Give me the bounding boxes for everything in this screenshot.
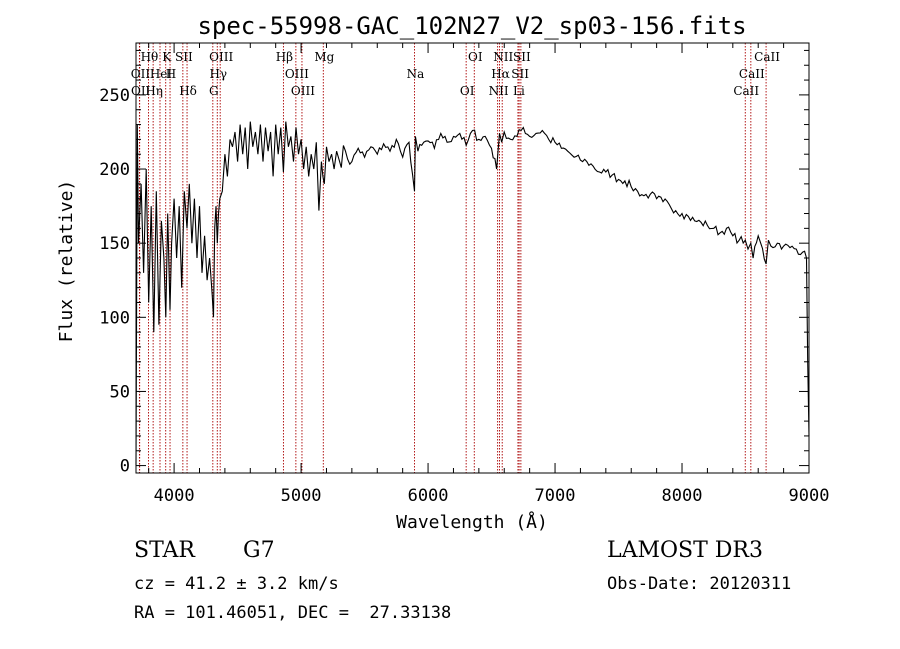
line-marker-label: SII — [511, 67, 529, 81]
redshift-text: cz = 41.2 ± 3.2 km/s — [134, 574, 339, 594]
chart-title: spec-55998-GAC_102N27_V2_sp03-156.fits — [197, 12, 746, 40]
y-tick-label: 150 — [99, 234, 130, 254]
survey-label: LAMOST DR3 — [607, 538, 763, 563]
x-tick-label: 6000 — [408, 486, 449, 506]
line-marker-label: OI — [460, 84, 475, 98]
x-tick-label: 4000 — [154, 486, 195, 506]
line-marker-label: OII — [131, 67, 151, 81]
line-marker-label: G — [209, 84, 219, 98]
line-marker-label: Hα — [491, 67, 510, 81]
object-subclass: G7 — [243, 538, 275, 563]
y-tick-label: 100 — [99, 308, 130, 328]
plot-frame — [135, 42, 810, 474]
line-marker-label: NII — [489, 84, 509, 98]
line-marker-label: Hθ — [141, 50, 159, 64]
line-marker-label: Hδ — [179, 84, 197, 98]
y-axis-label: Flux (relative) — [56, 180, 77, 343]
line-marker-label: OIII — [285, 67, 309, 81]
y-tick-label: 0 — [120, 457, 130, 477]
obs-date-text: Obs-Date: 20120311 — [607, 574, 792, 594]
x-tick-label: 5000 — [281, 486, 322, 506]
y-tick-label: 200 — [99, 160, 130, 180]
line-marker-label: SII — [513, 50, 531, 64]
line-marker-label: CaII — [754, 50, 780, 64]
line-marker-label: HeI — [150, 67, 173, 81]
line-markers — [138, 43, 767, 473]
x-tick-label: 8000 — [662, 486, 703, 506]
line-marker-label: CaII — [733, 84, 759, 98]
line-marker-label: Hβ — [276, 50, 293, 64]
line-marker-label: Li — [513, 84, 525, 98]
line-marker-label: OI — [468, 50, 483, 64]
line-marker-label: OIII — [291, 84, 315, 98]
line-marker-label: Hγ — [209, 67, 227, 81]
spectrum-line — [135, 121, 810, 466]
coordinates-text: RA = 101.46051, DEC = 27.33138 — [134, 603, 452, 623]
x-axis-label: Wavelength (Å) — [396, 511, 548, 533]
object-class: STAR — [134, 538, 195, 563]
line-marker-label: CaII — [739, 67, 765, 81]
x-tick-label: 7000 — [535, 486, 576, 506]
x-tick-label: 9000 — [789, 486, 830, 506]
y-tick-label: 50 — [110, 382, 130, 402]
line-marker-label: Hη — [145, 84, 163, 98]
line-marker-label: OIII — [209, 50, 233, 64]
line-marker-label: SII — [175, 50, 193, 64]
line-marker-label: K — [162, 50, 172, 64]
line-marker-label: H — [166, 67, 176, 81]
line-marker-label: Na — [407, 67, 425, 81]
x-axis-ticks: 4000 5000 6000 7000 8000 9000 — [148, 43, 830, 506]
line-marker-label: Mg — [314, 50, 334, 64]
y-axis-ticks: 0 50 100 150 200 250 — [99, 49, 809, 477]
y-tick-label: 250 — [99, 86, 130, 106]
line-marker-label: NII — [493, 50, 513, 64]
line-marker-labels: HθOIIOIIKHeIHηSIIHHδOIIIHγGHβOIIIOIIIMgN… — [131, 50, 780, 98]
